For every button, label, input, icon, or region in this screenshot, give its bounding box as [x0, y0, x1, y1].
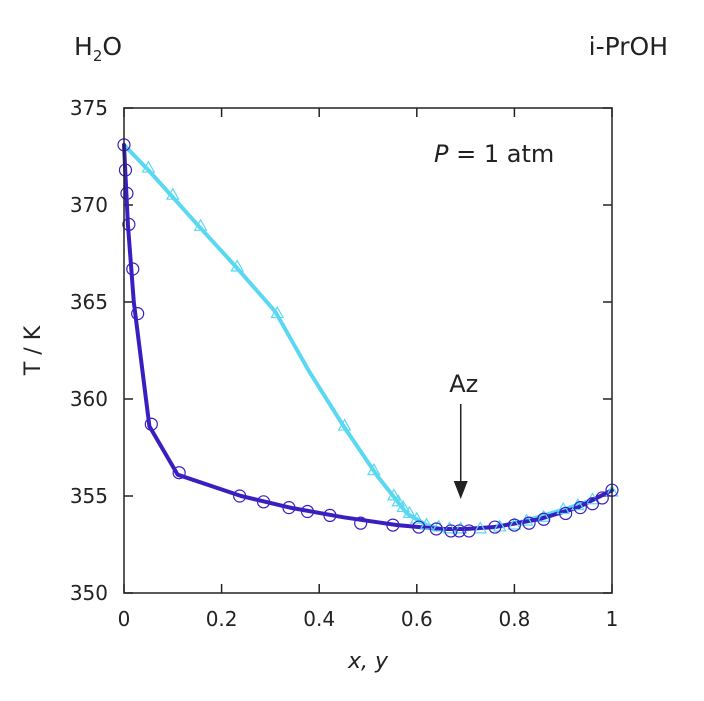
y-tick-label: 365 [70, 290, 108, 314]
x-tick-label: 0 [118, 607, 131, 631]
data-point-circle [444, 524, 458, 538]
data-point-circle [122, 217, 136, 231]
y-tick-label: 355 [70, 484, 108, 508]
data-point-circle [429, 522, 443, 536]
data-point-circle [144, 417, 158, 431]
x-tick-label: 0.8 [498, 607, 530, 631]
data-point-triangle [507, 517, 522, 530]
data-point-triangle [366, 463, 381, 476]
data-point-circle [233, 489, 247, 503]
series-layer [117, 138, 619, 538]
data-point-triangle [396, 499, 411, 513]
data-point-circle [354, 516, 368, 530]
data-point-triangle [230, 259, 245, 272]
data-point-circle [131, 307, 145, 321]
component-label-water: H2O [74, 32, 122, 65]
data-point-circle [386, 518, 400, 532]
pressure-symbol: P [434, 140, 449, 168]
data-point-circle [118, 163, 133, 177]
data-point-triangle [386, 488, 401, 501]
y-tick-label: 350 [70, 581, 108, 605]
water-label-h: H [74, 32, 93, 61]
y-tick-label: 370 [70, 193, 108, 217]
data-point-triangle [141, 160, 156, 173]
water-label-o: O [102, 32, 123, 61]
x-tick-label: 0.2 [206, 607, 238, 631]
data-point-triangle [391, 494, 406, 507]
y-tick-label: 375 [70, 96, 108, 120]
data-point-triangle [337, 418, 352, 431]
azeotrope-label: Az [449, 370, 478, 398]
series-line [122, 142, 614, 531]
series-line [122, 142, 614, 531]
series-line-2 [122, 142, 614, 531]
component-label-isopropanol: i-PrOH [588, 32, 668, 61]
x-tick-label: 0.6 [401, 607, 433, 631]
data-point-triangle [270, 305, 285, 319]
pressure-value: = 1 atm [448, 140, 554, 168]
data-point-triangle [165, 187, 180, 200]
data-point-circle [323, 508, 337, 523]
data-point-circle [412, 520, 426, 534]
x-axis-label: x, y [347, 649, 389, 674]
series-circle-1 [117, 138, 619, 538]
azeotrope-arrow-head [453, 481, 468, 499]
pressure-annotation: P = 1 atm [434, 140, 554, 168]
data-point-circle [282, 501, 296, 515]
data-point-circle [126, 262, 140, 276]
data-point-circle [559, 506, 573, 521]
data-point-triangle [409, 511, 424, 524]
data-point-circle [573, 501, 587, 515]
data-point-circle [507, 518, 522, 532]
data-point-circle [256, 495, 271, 509]
water-label-subscript: 2 [92, 47, 103, 65]
data-point-circle [172, 466, 186, 480]
data-point-circle [537, 512, 551, 526]
data-point-triangle [536, 509, 551, 522]
data-point-triangle [556, 501, 571, 515]
y-axis-label: T / K [21, 325, 46, 376]
data-point-circle [522, 516, 536, 530]
plot-frame [123, 107, 613, 594]
y-tick-labels: 350 355 360 365 370 375 [70, 96, 108, 605]
data-point-circle [585, 497, 600, 511]
y-tick-label: 360 [70, 387, 108, 411]
x-tick-label: 1 [606, 607, 619, 631]
series-line-0 [122, 142, 614, 531]
data-point-circle [462, 524, 476, 538]
data-point-circle [595, 491, 609, 505]
data-point-circle [452, 524, 466, 538]
data-point-circle [120, 186, 134, 200]
data-point-circle [488, 520, 502, 534]
data-point-triangle [402, 505, 417, 518]
data-point-circle [300, 504, 315, 519]
x-tick-labels: 0 0.2 0.4 0.6 0.8 1 [118, 607, 619, 631]
x-tick-label: 0.4 [303, 607, 335, 631]
data-point-triangle [473, 521, 488, 534]
data-point-triangle [193, 218, 208, 231]
